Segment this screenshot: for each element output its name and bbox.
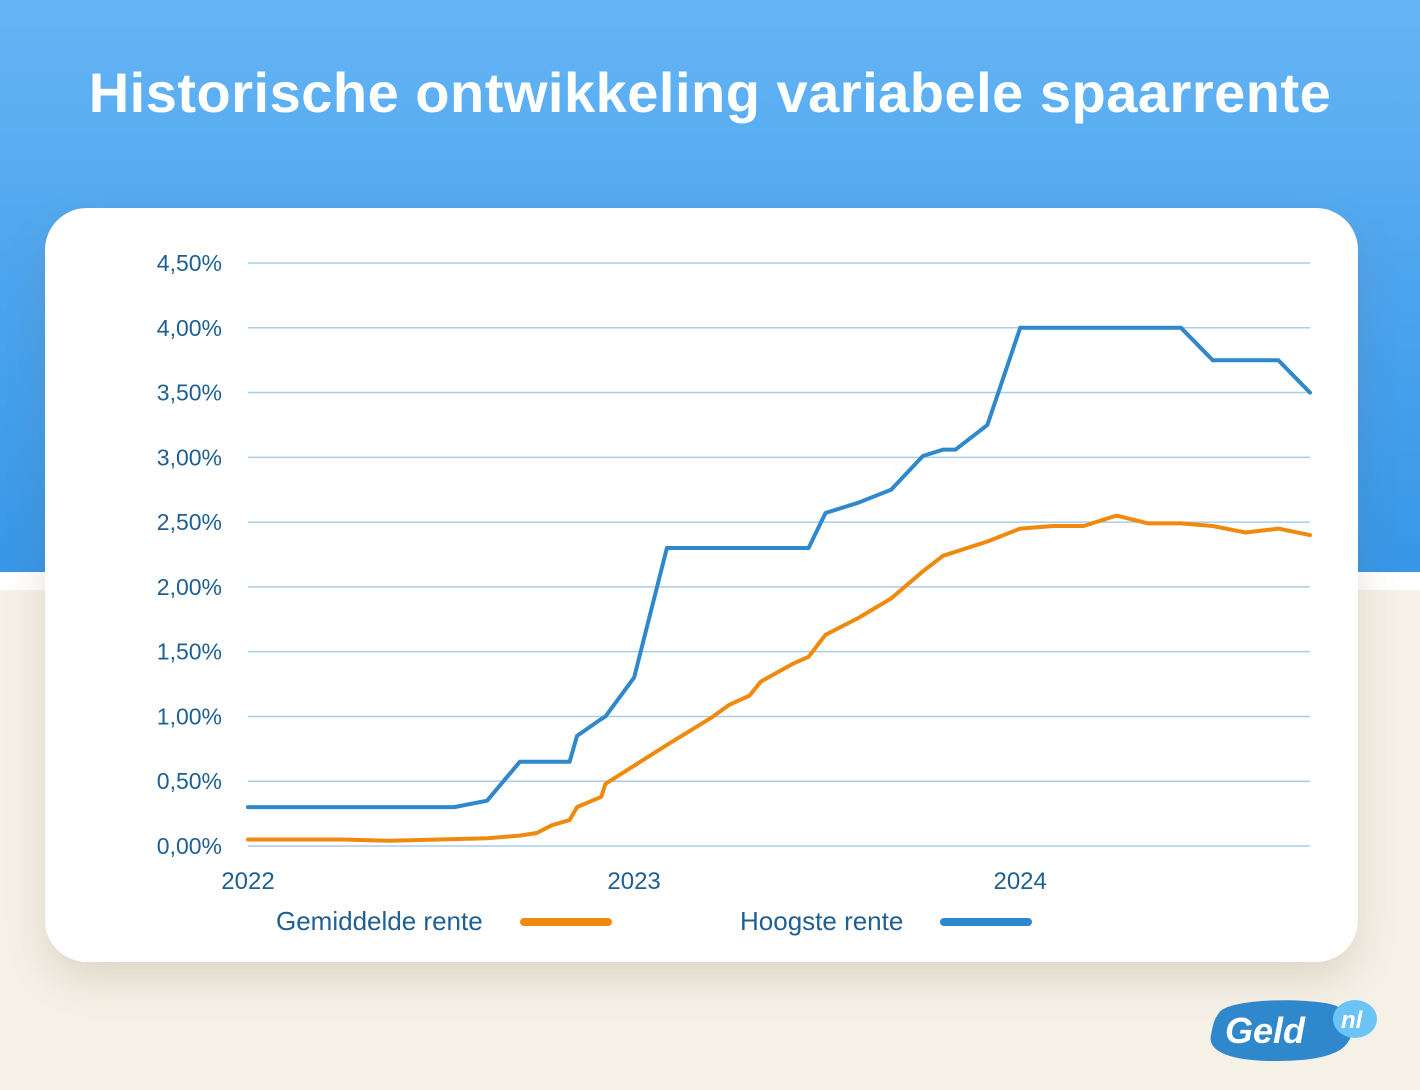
y-tick-label: 1,50% [157, 639, 222, 665]
legend-label-hoogste: Hoogste rente [740, 906, 904, 936]
y-tick-label: 4,50% [157, 250, 222, 276]
geld-nl-logo: Geld nl [1210, 1000, 1377, 1061]
y-tick-label: 3,50% [157, 380, 222, 406]
y-tick-label: 4,00% [157, 315, 222, 341]
x-axis-ticks: 2022 2023 2024 [221, 868, 1047, 895]
y-tick-label: 2,00% [157, 574, 222, 600]
y-tick-label: 3,00% [157, 444, 222, 470]
x-tick-label: 2022 [221, 868, 274, 895]
legend-swatch-hoogste [940, 918, 1032, 926]
x-tick-label: 2023 [607, 868, 660, 895]
y-axis-ticks: 0,00% 0,50% 1,00% 1,50% 2,00% 2,50% 3,00% 3,50%… [157, 250, 222, 859]
x-tick-label: 2024 [993, 868, 1046, 895]
page-title: Historische ontwikkeling variabele spaar… [88, 61, 1332, 124]
legend-swatch-gemiddelde [520, 918, 612, 926]
series-layer [246, 325, 1312, 843]
y-tick-label: 2,50% [157, 509, 222, 535]
chart-card [45, 208, 1358, 962]
logo-text: Geld [1225, 1010, 1306, 1051]
series-line-gemiddelde-rente [246, 513, 1312, 843]
series-line-hoogste-rente [246, 325, 1312, 810]
y-tick-label: 1,00% [157, 703, 222, 729]
y-tick-label: 0,50% [157, 768, 222, 794]
logo-suffix: nl [1341, 1007, 1364, 1034]
grid-layer [248, 262, 1310, 847]
y-tick-label: 0,00% [157, 833, 222, 859]
legend-label-gemiddelde: Gemiddelde rente [276, 906, 483, 936]
